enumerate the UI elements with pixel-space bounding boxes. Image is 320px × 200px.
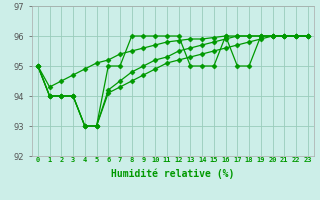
- X-axis label: Humidité relative (%): Humidité relative (%): [111, 169, 235, 179]
